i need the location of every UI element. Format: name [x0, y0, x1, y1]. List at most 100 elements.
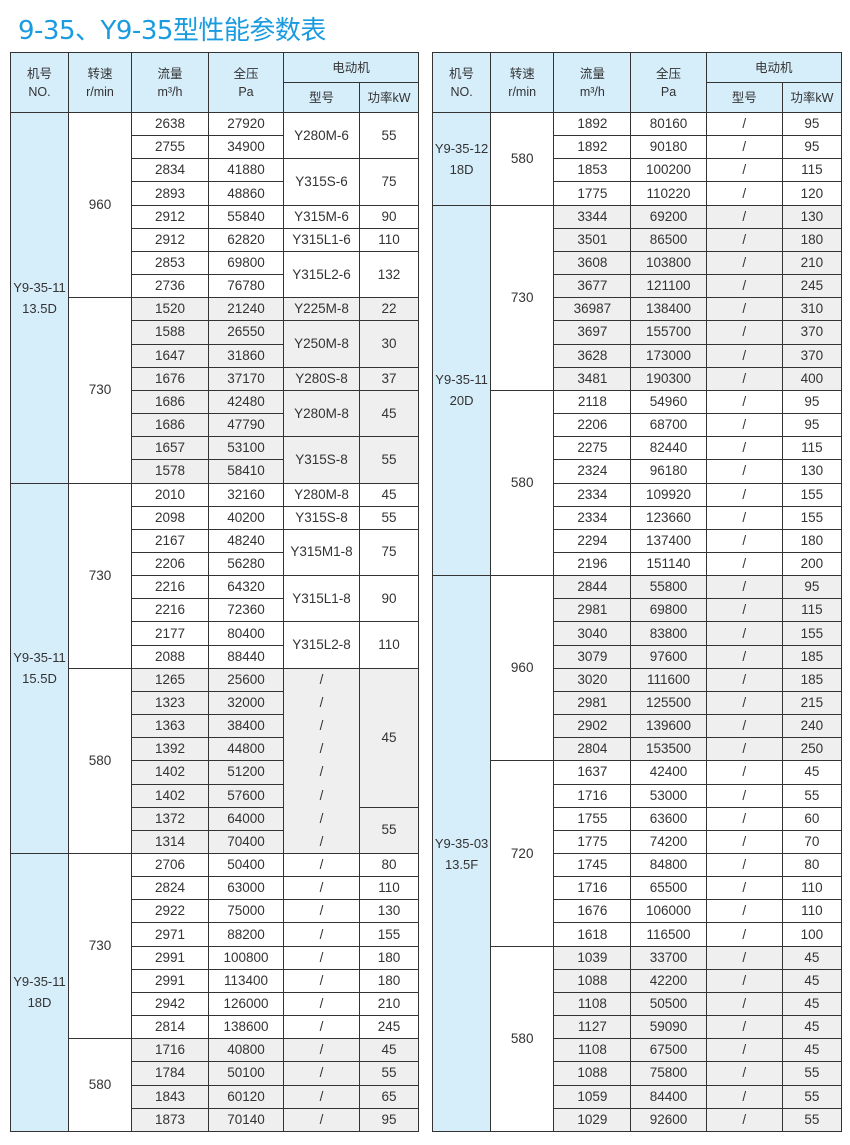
table-row: Y9-35-11 18D 730 2706 50400/80 [10, 852, 420, 1132]
flow-cell: 3697 [553, 320, 632, 345]
flow-cell: 1372 [131, 806, 209, 831]
table-row: 1618 116500/100 [433, 922, 843, 947]
pressure-cell: 60120 [208, 1084, 284, 1109]
pressure-cell: 82440 [630, 436, 707, 461]
flow-cell: 3608 [553, 250, 632, 276]
pressure-cell: 50100 [208, 1061, 284, 1086]
table-row: 730 1520 21240 Y225M-8 22 [11, 297, 420, 484]
pressure-cell: 138600 [208, 1015, 284, 1040]
motor-type-cell: / [705, 1084, 783, 1109]
motor-type-cell: / [705, 482, 783, 507]
motor-power-cell: 370 [781, 320, 843, 345]
flow-cell: 2912 [131, 204, 209, 229]
table-row: 1088 42200/45 [433, 968, 843, 993]
motor-power-cell: 185 [781, 644, 843, 669]
table-row: 2206 56280 [11, 551, 419, 577]
pressure-cell: 42200 [630, 968, 707, 993]
flow-cell: 1775 [553, 181, 632, 206]
motor-power-cell: 215 [781, 690, 843, 716]
pressure-cell: 64000 [208, 806, 284, 831]
motor-type-cell: / [283, 830, 360, 855]
header-speed-label: 转速 [509, 66, 535, 81]
table-row: 2294 137400/180 [433, 528, 843, 553]
table-row: 1755 63600/60 [433, 806, 843, 831]
pressure-cell: 88440 [208, 644, 284, 669]
motor-type-cell: / [283, 968, 360, 993]
motor-type-cell: / [705, 505, 783, 530]
flow-cell: 2196 [553, 551, 632, 577]
motor-power-cell: 180 [781, 528, 843, 553]
header-flow-label: 流量 [157, 66, 183, 81]
motor-type-cell: / [283, 784, 360, 808]
flow-cell: 2912 [131, 227, 209, 252]
motor-type-cell: Y315M-6 [283, 204, 360, 229]
header-subrow: 型号 功率kW [433, 82, 843, 113]
flow-cell: 1686 [131, 389, 209, 415]
flow-cell: 1647 [131, 343, 209, 368]
motor-power-cell: 55 [358, 111, 420, 160]
motor-type-cell: / [705, 667, 783, 692]
pressure-cell: 55840 [208, 204, 284, 229]
pressure-cell: 123660 [630, 505, 707, 530]
pressure-cell: 50500 [630, 991, 707, 1017]
speed-cell: 580 [68, 1038, 132, 1132]
motor-type-cell: / [283, 1084, 360, 1109]
speed-cell: 730 [68, 482, 132, 669]
pressure-cell: 65500 [630, 876, 707, 901]
speed-cell: 730 [68, 297, 132, 484]
speed-cell: 730 [68, 852, 132, 1040]
flow-cell: 1716 [553, 783, 632, 808]
header-model-unit: NO. [450, 84, 473, 99]
table-row: 2216 64320 Y315L1-8 90 [11, 575, 420, 623]
table-row: 2814 138600/245 [11, 1015, 420, 1040]
pressure-cell: 68700 [630, 413, 707, 438]
fan-model-cell: Y9-35-11 15.5D [10, 482, 69, 854]
motor-power-cell: 210 [358, 991, 420, 1017]
table-row: 2275 82440/115 [433, 436, 843, 461]
pressure-cell: 55800 [630, 575, 707, 600]
pressure-cell: 26550 [208, 320, 284, 345]
motor-power-cell: 95 [358, 1107, 420, 1132]
pressure-cell: 40200 [208, 505, 284, 530]
flow-cell: 2206 [553, 413, 632, 438]
table-row: Y9-35-11 20D 730 3344 69200/130 [431, 204, 843, 577]
table-row: 1853 100200/115 [433, 158, 843, 183]
header-flow-unit: m³/h [157, 84, 183, 99]
motor-type-cell: / [705, 714, 783, 739]
flow-cell: 2216 [131, 598, 209, 623]
motor-type-cell: / [705, 343, 783, 368]
flow-cell: 1892 [553, 111, 632, 137]
pressure-cell: 57600 [208, 783, 284, 808]
pressure-cell: 137400 [630, 528, 707, 553]
flow-cell: 2971 [131, 922, 209, 947]
motor-power-cell: 115 [781, 598, 843, 623]
table-row: 3079 97600/185 [433, 644, 843, 669]
motor-power-cell: 55 [781, 1084, 843, 1109]
header-speed-label: 转速 [87, 66, 113, 81]
motor-power-cell: 180 [358, 968, 420, 993]
header-speed-unit: r/min [86, 84, 114, 99]
pressure-cell: 139600 [630, 714, 707, 739]
table-row: 3020 111600/185 [433, 667, 843, 692]
pressure-cell: 110220 [630, 181, 707, 206]
pressure-cell: 33700 [630, 945, 707, 970]
header-pressure-label: 全压 [656, 66, 682, 81]
motor-type-cell: Y315S-6 [283, 158, 360, 206]
table-row: 1843 60120/65 [11, 1084, 420, 1109]
performance-table-left: 机号 NO. 转速 r/min 流量 m³/h 全压 Pa 电动机 型号 功率kW Y9-35-11 1… [10, 52, 420, 1132]
pressure-cell: 72360 [208, 598, 284, 623]
motor-type-cell: / [283, 945, 360, 970]
flow-cell: 3501 [553, 227, 632, 252]
pressure-cell: 151140 [630, 551, 707, 577]
table-row: 2942 126000/210 [11, 991, 420, 1017]
fan-model-cell: Y9-35-03 13.5F [431, 575, 492, 1132]
pressure-cell: 84800 [630, 852, 707, 878]
pressure-cell: 121100 [630, 274, 707, 299]
motor-power-cell: 180 [358, 945, 420, 970]
motor-type-cell: / [283, 991, 360, 1017]
table-row: 2736 76780 [11, 274, 419, 299]
pressure-cell: 83800 [630, 621, 707, 646]
motor-type-cell: / [705, 991, 783, 1017]
table-row: 2177 80400 Y315L2-8 110 [11, 621, 420, 669]
pressure-cell: 69200 [630, 204, 707, 229]
